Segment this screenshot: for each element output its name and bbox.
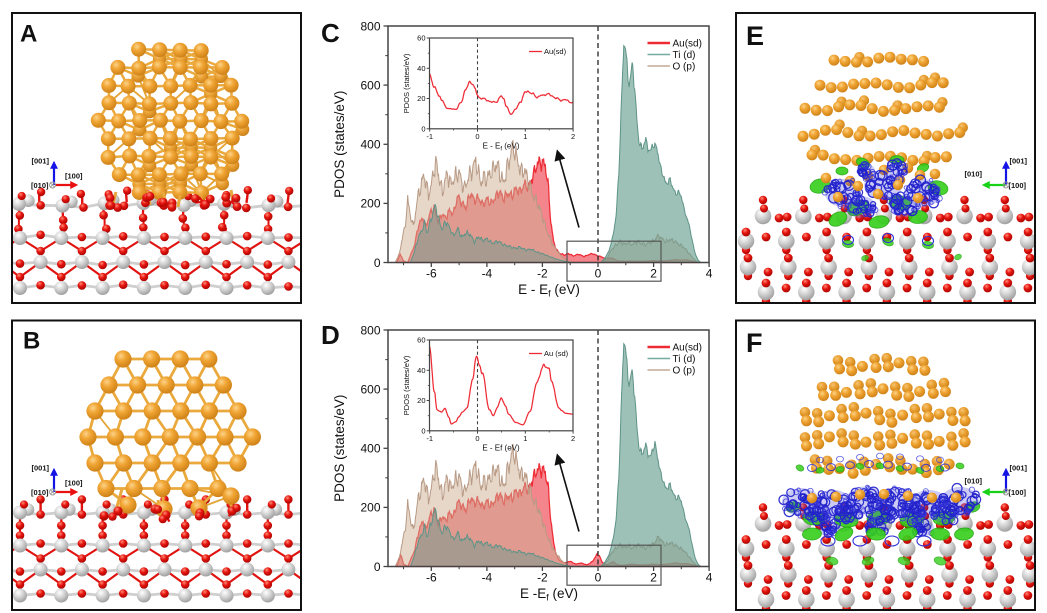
svg-text:[010]: [010] xyxy=(964,477,982,486)
svg-text:[010]: [010] xyxy=(31,488,49,497)
svg-text:0: 0 xyxy=(475,434,479,443)
svg-text:[001]: [001] xyxy=(32,464,50,473)
svg-text:800: 800 xyxy=(360,19,380,33)
svg-text:600: 600 xyxy=(360,78,380,92)
svg-text:400: 400 xyxy=(360,442,380,456)
svg-text:0: 0 xyxy=(595,571,602,585)
svg-text:PDOS (states/eV): PDOS (states/eV) xyxy=(332,395,347,502)
svg-text:A: A xyxy=(20,21,37,48)
svg-text:60: 60 xyxy=(417,34,425,43)
svg-text:Au(sd): Au(sd) xyxy=(673,343,702,354)
svg-text:Ti (d): Ti (d) xyxy=(673,50,696,61)
svg-text:2: 2 xyxy=(650,571,657,585)
svg-text:[100]: [100] xyxy=(1009,488,1027,497)
svg-text:200: 200 xyxy=(360,197,380,211)
svg-text:Au(sd): Au(sd) xyxy=(544,47,567,56)
svg-text:C: C xyxy=(321,18,340,48)
svg-text:2: 2 xyxy=(571,132,575,141)
svg-text:E: E xyxy=(746,21,764,51)
svg-text:Ti (d): Ti (d) xyxy=(673,354,696,365)
svg-text:0: 0 xyxy=(374,560,381,574)
svg-text:-6: -6 xyxy=(426,571,437,585)
svg-text:0: 0 xyxy=(595,267,602,281)
svg-text:-4: -4 xyxy=(482,267,493,281)
svg-text:E - Ef (eV): E - Ef (eV) xyxy=(483,141,520,152)
svg-text:[010]: [010] xyxy=(31,181,49,190)
svg-text:PDOS (states/eV): PDOS (states/eV) xyxy=(332,91,347,198)
svg-text:[001]: [001] xyxy=(1010,464,1028,473)
svg-text:[001]: [001] xyxy=(32,157,50,166)
svg-text:O (p): O (p) xyxy=(673,62,696,73)
svg-text:-1: -1 xyxy=(426,434,433,443)
svg-text:800: 800 xyxy=(360,323,380,337)
svg-text:[100]: [100] xyxy=(65,172,83,181)
svg-text:-2: -2 xyxy=(537,571,548,585)
svg-text:0: 0 xyxy=(421,426,425,435)
svg-text:0: 0 xyxy=(475,132,479,141)
svg-text:[100]: [100] xyxy=(1009,181,1027,190)
svg-text:E - Ef (eV): E - Ef (eV) xyxy=(518,282,580,299)
svg-text:-6: -6 xyxy=(426,267,437,281)
svg-text:-2: -2 xyxy=(537,267,548,281)
svg-text:E - Ef (eV): E - Ef (eV) xyxy=(482,443,520,452)
svg-text:40: 40 xyxy=(417,64,425,73)
svg-text:400: 400 xyxy=(360,138,380,152)
svg-text:B: B xyxy=(23,328,40,355)
svg-text:-1: -1 xyxy=(426,132,433,141)
svg-text:200: 200 xyxy=(360,501,380,515)
svg-text:[010]: [010] xyxy=(964,170,982,179)
svg-text:2: 2 xyxy=(650,267,657,281)
svg-text:Au (sd): Au (sd) xyxy=(544,349,569,358)
svg-text:20: 20 xyxy=(417,94,425,103)
svg-text:0: 0 xyxy=(374,256,381,270)
svg-text:600: 600 xyxy=(360,382,380,396)
svg-text:PDOS (states/eV): PDOS (states/eV) xyxy=(402,355,411,415)
svg-text:[100]: [100] xyxy=(65,479,83,488)
svg-text:O (p): O (p) xyxy=(673,366,696,377)
svg-text:0: 0 xyxy=(421,124,425,133)
svg-text:4: 4 xyxy=(706,571,713,585)
svg-text:1: 1 xyxy=(523,434,527,443)
svg-text:40: 40 xyxy=(417,366,425,375)
svg-text:60: 60 xyxy=(417,336,425,345)
svg-text:F: F xyxy=(746,328,763,358)
svg-text:2: 2 xyxy=(571,434,575,443)
svg-text:1: 1 xyxy=(523,132,527,141)
svg-text:4: 4 xyxy=(706,267,713,281)
svg-text:PDOS (states/eV): PDOS (states/eV) xyxy=(402,53,411,113)
svg-text:20: 20 xyxy=(417,396,425,405)
svg-text:Au(sd): Au(sd) xyxy=(673,39,702,50)
svg-text:E -Ef (eV): E -Ef (eV) xyxy=(520,586,578,603)
svg-text:D: D xyxy=(321,320,340,350)
svg-text:[001]: [001] xyxy=(1010,157,1028,166)
svg-text:-4: -4 xyxy=(482,571,493,585)
